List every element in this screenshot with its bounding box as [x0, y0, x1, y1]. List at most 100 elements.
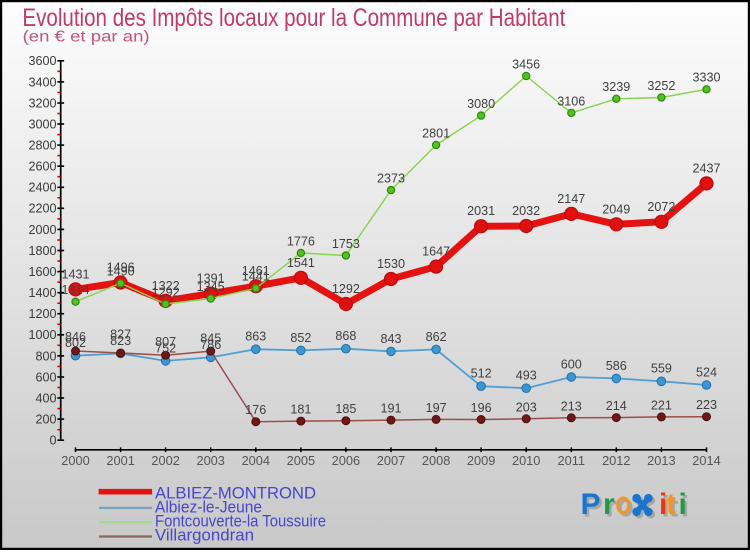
- svg-text:807: 807: [155, 335, 176, 349]
- svg-text:213: 213: [561, 399, 582, 413]
- svg-text:197: 197: [426, 401, 447, 415]
- svg-text:524: 524: [696, 365, 717, 379]
- svg-text:1541: 1541: [287, 256, 315, 270]
- svg-text:176: 176: [245, 403, 266, 417]
- svg-text:1314: 1314: [61, 283, 89, 297]
- svg-text:2009: 2009: [467, 453, 495, 468]
- svg-text:200: 200: [35, 413, 56, 427]
- svg-text:2002: 2002: [151, 453, 179, 468]
- svg-text:2373: 2373: [377, 172, 405, 186]
- svg-text:586: 586: [606, 359, 627, 373]
- svg-text:752: 752: [155, 341, 176, 355]
- svg-text:1530: 1530: [377, 257, 405, 271]
- svg-text:1496: 1496: [107, 261, 135, 275]
- svg-text:1753: 1753: [332, 237, 360, 251]
- svg-text:2007: 2007: [377, 453, 405, 468]
- svg-text:1441: 1441: [242, 270, 270, 284]
- svg-text:823: 823: [110, 334, 131, 348]
- svg-text:3106: 3106: [557, 94, 585, 108]
- svg-text:2014: 2014: [692, 453, 720, 468]
- svg-text:400: 400: [35, 391, 56, 405]
- svg-text:843: 843: [380, 332, 401, 346]
- svg-text:Albiez-le-Jeune: Albiez-le-Jeune: [155, 499, 262, 517]
- svg-text:185: 185: [335, 402, 356, 416]
- svg-text:2801: 2801: [422, 126, 450, 140]
- svg-text:196: 196: [471, 401, 492, 415]
- svg-text:i: i: [681, 490, 689, 523]
- svg-text:2003: 2003: [196, 453, 224, 468]
- svg-text:r: r: [605, 490, 617, 523]
- svg-text:493: 493: [516, 369, 537, 383]
- svg-text:2437: 2437: [692, 161, 720, 175]
- svg-text:2049: 2049: [602, 202, 630, 216]
- svg-text:800: 800: [35, 349, 56, 363]
- svg-text:3200: 3200: [28, 96, 56, 110]
- svg-text:845: 845: [200, 332, 221, 346]
- svg-text:1292: 1292: [332, 282, 360, 296]
- svg-text:223: 223: [696, 398, 717, 412]
- svg-text:t: t: [666, 488, 676, 521]
- svg-text:1647: 1647: [422, 245, 450, 259]
- svg-text:Evolution des Impôts locaux po: Evolution des Impôts locaux pour la Comm…: [22, 4, 565, 32]
- svg-text:846: 846: [65, 330, 86, 344]
- svg-text:1461: 1461: [242, 264, 270, 278]
- svg-text:2072: 2072: [647, 200, 675, 214]
- svg-text:559: 559: [651, 362, 672, 376]
- svg-text:203: 203: [516, 400, 537, 414]
- svg-text:600: 600: [561, 357, 582, 371]
- svg-text:2200: 2200: [28, 202, 56, 216]
- svg-text:1000: 1000: [28, 328, 56, 342]
- svg-text:862: 862: [426, 330, 447, 344]
- svg-text:1322: 1322: [152, 279, 180, 293]
- svg-text:1200: 1200: [28, 307, 56, 321]
- svg-text:3400: 3400: [28, 75, 56, 89]
- svg-text:1345: 1345: [197, 280, 225, 294]
- svg-text:2000: 2000: [61, 453, 89, 468]
- svg-text:(en € et par an): (en € et par an): [23, 29, 150, 46]
- svg-text:ALBIEZ-MONTROND: ALBIEZ-MONTROND: [155, 484, 316, 502]
- svg-text:2400: 2400: [28, 181, 56, 195]
- svg-text:2600: 2600: [28, 160, 56, 174]
- svg-text:i: i: [661, 490, 669, 523]
- svg-text:P: P: [581, 488, 601, 521]
- svg-text:1490: 1490: [107, 265, 135, 279]
- svg-text:2000: 2000: [28, 223, 56, 237]
- svg-text:852: 852: [290, 331, 311, 345]
- svg-text:802: 802: [65, 336, 86, 350]
- svg-text:512: 512: [471, 367, 492, 381]
- svg-text:2001: 2001: [106, 453, 134, 468]
- svg-text:i: i: [679, 488, 687, 521]
- svg-text:3330: 3330: [692, 71, 720, 85]
- svg-text:827: 827: [110, 328, 131, 342]
- svg-text:2005: 2005: [287, 453, 315, 468]
- svg-text:2010: 2010: [512, 453, 540, 468]
- svg-text:214: 214: [606, 399, 627, 413]
- svg-text:221: 221: [651, 398, 672, 412]
- svg-text:0: 0: [49, 434, 56, 448]
- svg-text:t: t: [668, 490, 678, 523]
- svg-text:Villargondran: Villargondran: [155, 527, 254, 545]
- svg-text:2012: 2012: [602, 453, 630, 468]
- svg-text:2004: 2004: [242, 453, 270, 468]
- svg-text:1431: 1431: [61, 267, 89, 281]
- svg-text:2008: 2008: [422, 453, 450, 468]
- svg-text:2147: 2147: [557, 192, 585, 206]
- svg-text:3000: 3000: [28, 117, 56, 131]
- svg-text:P: P: [583, 490, 603, 523]
- svg-text:3456: 3456: [512, 57, 540, 71]
- svg-text:1391: 1391: [197, 272, 225, 286]
- svg-text:2800: 2800: [28, 139, 56, 153]
- svg-text:r: r: [603, 488, 615, 521]
- svg-text:2031: 2031: [467, 204, 495, 218]
- svg-text:3600: 3600: [28, 54, 56, 68]
- svg-text:2013: 2013: [647, 453, 675, 468]
- svg-text:868: 868: [335, 329, 356, 343]
- svg-text:i: i: [659, 488, 667, 521]
- svg-text:1776: 1776: [287, 234, 315, 248]
- svg-text:181: 181: [290, 403, 311, 417]
- svg-text:3080: 3080: [467, 97, 495, 111]
- svg-text:863: 863: [245, 330, 266, 344]
- svg-text:1600: 1600: [28, 265, 56, 279]
- svg-text:600: 600: [35, 370, 56, 384]
- svg-text:Fontcouverte-la Toussuire: Fontcouverte-la Toussuire: [155, 513, 326, 531]
